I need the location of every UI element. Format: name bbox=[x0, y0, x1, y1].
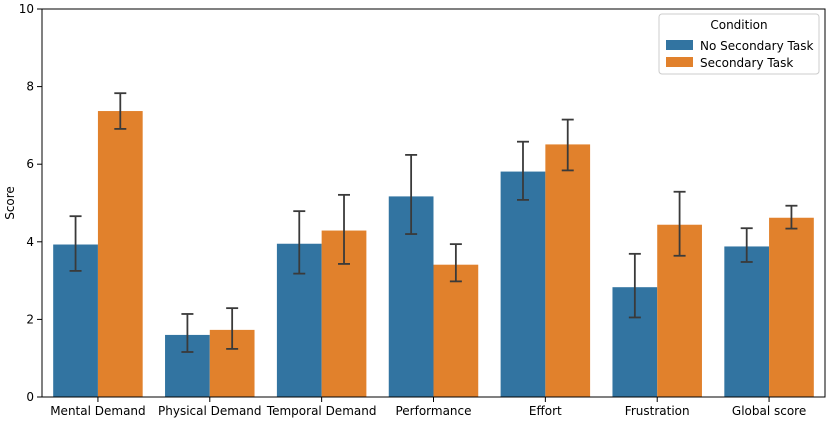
y-tick-label: 6 bbox=[26, 157, 34, 171]
y-axis-label: Score bbox=[3, 186, 17, 220]
bar-secondary-task bbox=[433, 264, 479, 397]
error-bars bbox=[69, 92, 798, 353]
bar-no-secondary-task bbox=[500, 171, 546, 397]
x-tick-label: Mental Demand bbox=[50, 404, 145, 418]
y-tick-label: 0 bbox=[26, 390, 34, 404]
y-tick-label: 10 bbox=[19, 2, 34, 16]
x-tick-label: Performance bbox=[395, 404, 471, 418]
bar-no-secondary-task bbox=[724, 246, 770, 397]
legend-swatch bbox=[666, 40, 693, 50]
bar-secondary-task bbox=[769, 217, 814, 397]
legend-box bbox=[658, 13, 820, 75]
legend-title: Condition bbox=[710, 18, 767, 32]
x-tick-label: Temporal Demand bbox=[266, 404, 377, 418]
y-tick-label: 2 bbox=[26, 312, 34, 326]
legend: Condition No Secondary Task Secondary Tas… bbox=[658, 13, 820, 75]
legend-swatch bbox=[666, 57, 693, 67]
x-tick-label: Global score bbox=[732, 404, 806, 418]
y-tick-label: 4 bbox=[26, 235, 34, 249]
x-axis-ticks: Mental Demand Physical Demand Temporal Dem… bbox=[50, 397, 806, 418]
legend-items: No Secondary Task Secondary Task bbox=[666, 39, 813, 70]
bar-secondary-task bbox=[97, 111, 143, 397]
bars bbox=[53, 111, 814, 397]
y-axis-ticks: 0 2 4 6 8 10 bbox=[19, 2, 42, 404]
bar-secondary-task bbox=[545, 144, 591, 397]
x-tick-label: Effort bbox=[529, 404, 562, 418]
legend-label: No Secondary Task bbox=[700, 39, 813, 53]
y-tick-label: 8 bbox=[26, 80, 34, 94]
x-tick-label: Physical Demand bbox=[158, 404, 262, 418]
x-tick-label: Frustration bbox=[625, 404, 690, 418]
legend-label: Secondary Task bbox=[700, 56, 793, 70]
